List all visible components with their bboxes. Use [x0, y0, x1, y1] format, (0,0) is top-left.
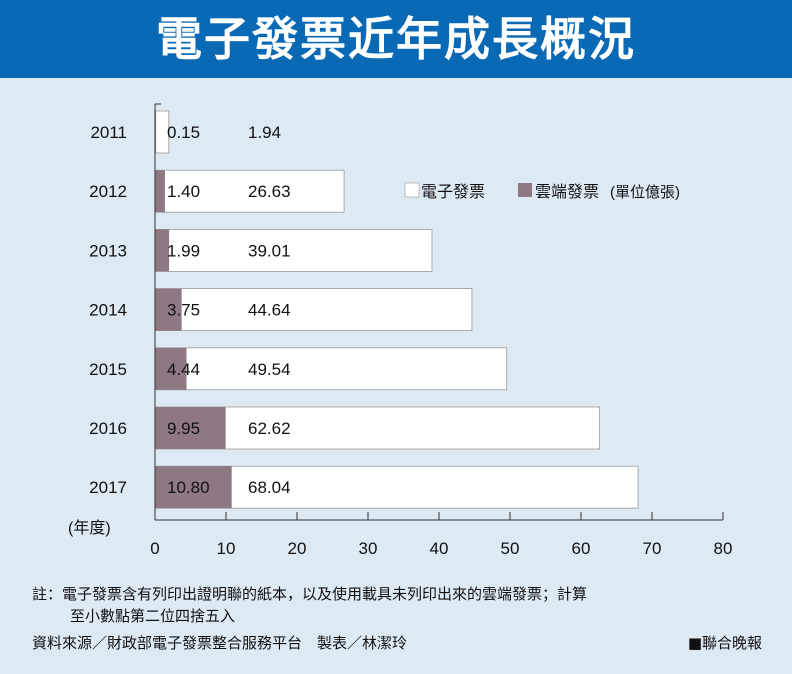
- data-label-cloud: 1.99: [167, 241, 200, 260]
- bar-electronic-2015: [154, 347, 508, 391]
- footnote: 註：電子發票含有列印出證明聯的紙本，以及使用載具未列印出來的雲端發票；計算 至小…: [32, 583, 772, 627]
- legend-swatch-cloud: [518, 183, 532, 197]
- y-tick-label: 2012: [89, 182, 127, 201]
- bar-cloud-2013: [155, 229, 170, 272]
- y-tick-label: 2017: [89, 478, 127, 497]
- bar-cloud-2011: [155, 111, 157, 153]
- brand-label: ■聯合晚報: [687, 634, 762, 652]
- data-label-electronic: 1.94: [248, 123, 281, 142]
- data-label-cloud: 4.44: [167, 360, 200, 379]
- bar-chart: 2011 0.15 1.94 2012 1.40 26.63 2013 1.99 39.01 20…: [68, 103, 733, 558]
- x-tick-label: 30: [359, 539, 378, 558]
- x-tick-label: 0: [150, 539, 159, 558]
- y-tick-label: 2014: [89, 301, 127, 320]
- y-tick-label: 2011: [90, 123, 127, 142]
- unit-note: (單位億張): [610, 184, 680, 201]
- y-tick-label: 2015: [89, 360, 127, 379]
- bar-cloud-2015: [155, 347, 187, 390]
- page-title: 電子發票近年成長概況: [0, 0, 792, 78]
- x-tick-label: 10: [217, 539, 236, 558]
- data-label-cloud: 3.75: [167, 301, 200, 320]
- data-label-electronic: 39.01: [248, 241, 291, 260]
- data-label-cloud: 1.40: [167, 182, 200, 201]
- legend-label-electronic: 電子發票: [421, 183, 485, 201]
- footnote-line-1: 註：電子發票含有列印出證明聯的紙本，以及使用載具未列印出來的雲端發票；計算: [32, 585, 588, 603]
- bar-electronic-2014: [154, 288, 473, 332]
- x-tick-label: 80: [714, 539, 733, 558]
- data-label-electronic: 62.62: [248, 419, 291, 438]
- data-label-electronic: 49.54: [248, 360, 291, 379]
- bar-cloud-2016: [155, 407, 226, 449]
- data-label-electronic: 44.64: [248, 301, 291, 320]
- y-tick-label: 2013: [89, 241, 127, 260]
- data-label-cloud: 0.15: [167, 123, 200, 142]
- bar-cloud-2014: [155, 288, 182, 331]
- bar-cloud-2012: [155, 170, 165, 213]
- x-tick-label: 60: [572, 539, 591, 558]
- legend-label-cloud: 雲端發票: [535, 183, 599, 201]
- footnote-line-2: 至小數點第二位四捨五入: [70, 607, 236, 625]
- bar-electronic-2017: [154, 465, 639, 509]
- data-label-cloud: 9.95: [167, 419, 200, 438]
- x-tick-label: 20: [288, 539, 307, 558]
- bar-electronic-2013: [154, 228, 433, 272]
- y-axis-label: (年度): [68, 519, 111, 537]
- legend-swatch-electronic: [404, 182, 420, 198]
- data-label-cloud: 10.80: [167, 478, 210, 497]
- data-label-electronic: 68.04: [248, 478, 291, 497]
- x-tick-label: 40: [430, 539, 449, 558]
- x-tick-label: 50: [501, 539, 520, 558]
- bar-cloud-2017: [155, 466, 232, 509]
- y-tick-label: 2016: [89, 419, 127, 438]
- data-label-electronic: 26.63: [248, 182, 291, 201]
- x-tick-label: 70: [643, 539, 662, 558]
- source-credit: 資料來源／財政部電子發票整合服務平台 製表／林潔玲: [32, 634, 408, 652]
